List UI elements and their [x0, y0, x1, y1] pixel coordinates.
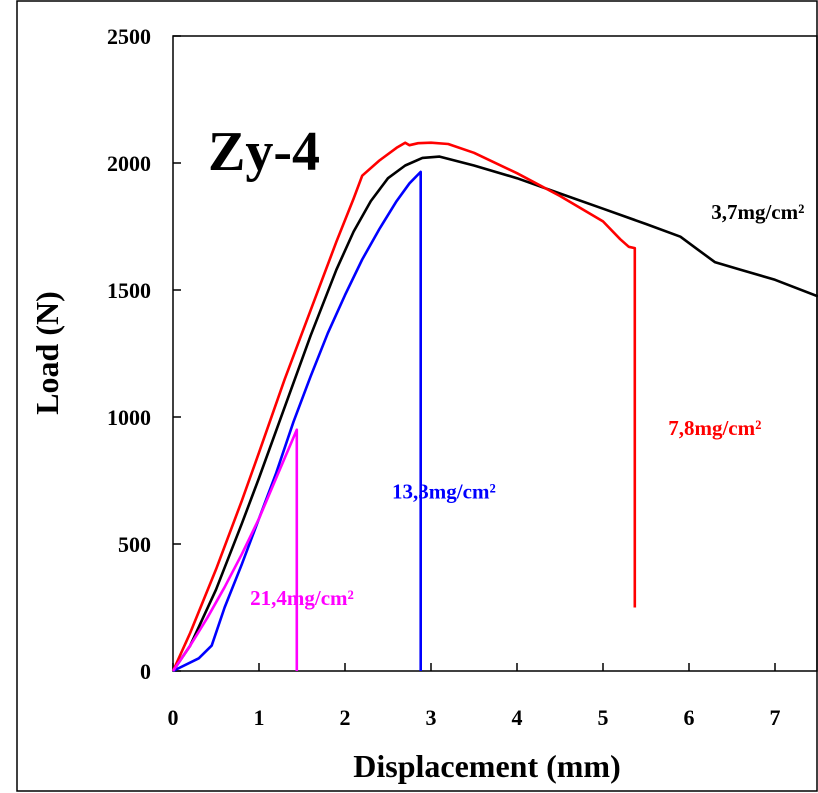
- x-tick-label: 3: [426, 705, 437, 730]
- series-line: [171, 141, 637, 672]
- figure-frame: [16, 0, 818, 792]
- chart-title: Zy-4: [208, 121, 320, 183]
- y-tick-label: 1500: [107, 278, 151, 303]
- series-annotation: 13,3mg/cm²: [392, 479, 496, 503]
- x-axis-title: Displacement (mm): [353, 748, 620, 784]
- x-tick-label: 6: [684, 705, 695, 730]
- series-line: [171, 155, 818, 672]
- series-annotation: 21,4mg/cm²: [250, 586, 354, 610]
- x-tick-label: 0: [168, 705, 179, 730]
- series-layer: [171, 141, 818, 673]
- y-tick-label: 0: [140, 659, 151, 684]
- series-line: [171, 428, 299, 672]
- series-line: [172, 170, 423, 673]
- x-tick-label: 7: [770, 705, 781, 730]
- y-axis-title: Load (N): [29, 291, 65, 415]
- x-tick-label: 1: [254, 705, 265, 730]
- y-axis: 0 500 1000 1500 2000 2500: [107, 24, 181, 684]
- series-annotation: 3,7mg/cm²: [711, 200, 804, 224]
- series-annotation: 7,8mg/cm²: [668, 416, 761, 440]
- x-tick-label: 2: [340, 705, 351, 730]
- x-tick-label: 4: [512, 705, 523, 730]
- annotation-layer: 3,7mg/cm² 7,8mg/cm² 13,3mg/cm² 21,4mg/cm²: [250, 200, 804, 610]
- y-tick-label: 500: [118, 532, 151, 557]
- y-tick-label: 2500: [107, 24, 151, 49]
- y-tick-label: 1000: [107, 405, 151, 430]
- y-tick-label: 2000: [107, 151, 151, 176]
- plot-area: [172, 35, 818, 672]
- x-tick-label: 5: [598, 705, 609, 730]
